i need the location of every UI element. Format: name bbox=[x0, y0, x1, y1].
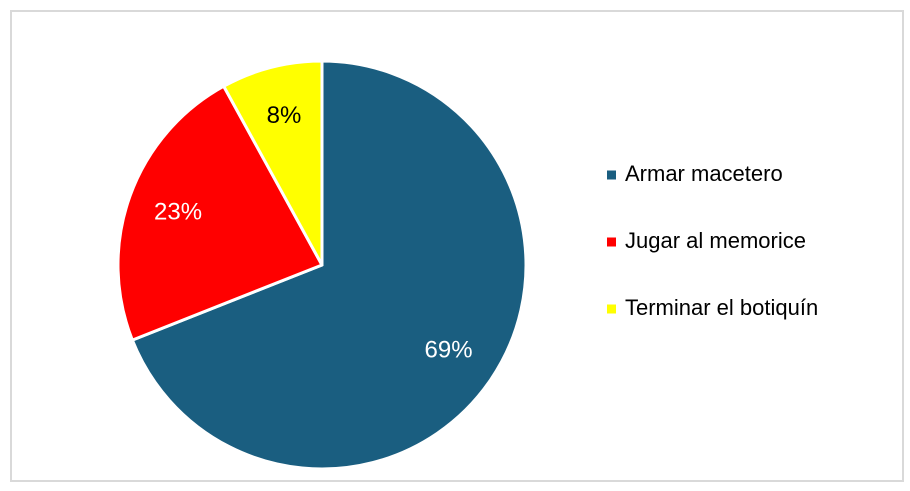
data-label: 23% bbox=[154, 199, 202, 226]
legend-swatch bbox=[607, 237, 616, 247]
data-label: 69% bbox=[425, 336, 473, 363]
legend-label: Terminar el botiquín bbox=[625, 295, 818, 320]
pie-slice bbox=[222, 59, 324, 267]
legend-label: Jugar al memorice bbox=[625, 228, 806, 253]
data-label: 8% bbox=[267, 102, 302, 129]
pie-slice bbox=[116, 84, 324, 342]
legend-swatch bbox=[607, 170, 616, 180]
legend-swatch bbox=[607, 304, 616, 314]
pie-slice bbox=[130, 59, 528, 471]
legend-label: Armar macetero bbox=[625, 161, 783, 186]
